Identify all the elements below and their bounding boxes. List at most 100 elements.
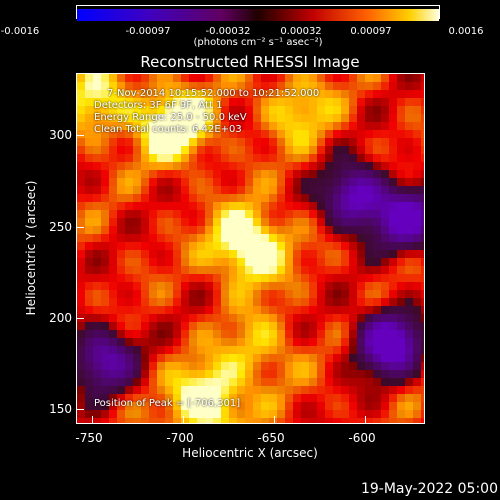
heatmap-cell	[421, 226, 424, 234]
heatmap-cell	[85, 290, 93, 298]
heatmap-cell	[157, 354, 165, 362]
heatmap-cell	[253, 338, 261, 346]
heatmap-cell	[293, 378, 301, 386]
heatmap-cell	[253, 202, 261, 210]
heatmap-cell	[245, 322, 253, 330]
heatmap-cell	[253, 394, 261, 402]
heatmap-cell	[405, 322, 413, 330]
heatmap-cell	[165, 210, 173, 218]
heatmap-cell	[77, 186, 85, 194]
heatmap-cell	[325, 98, 333, 106]
heatmap-cell	[133, 234, 141, 242]
heatmap-cell	[205, 170, 213, 178]
heatmap-cell	[405, 74, 413, 82]
heatmap-cell	[141, 226, 149, 234]
heatmap-cell	[317, 162, 325, 170]
heatmap-cell	[149, 418, 157, 423]
heatmap-cell	[381, 250, 389, 258]
heatmap-cell	[293, 282, 301, 290]
heatmap-cell	[173, 170, 181, 178]
heatmap-cell	[373, 378, 381, 386]
heatmap-cell	[293, 74, 301, 82]
heatmap-cell	[245, 298, 253, 306]
heatmap-cell	[141, 378, 149, 386]
heatmap-cell	[93, 410, 101, 418]
heatmap-cell	[341, 362, 349, 370]
heatmap-cell	[349, 74, 357, 82]
heatmap-cell	[245, 162, 253, 170]
heatmap-cell	[77, 282, 85, 290]
heatmap-cell	[253, 290, 261, 298]
heatmap-cell	[197, 394, 205, 402]
heatmap-cell	[309, 74, 317, 82]
heatmap-cell	[157, 210, 165, 218]
heatmap-cell	[261, 314, 269, 322]
heatmap-cell	[293, 370, 301, 378]
heatmap-cell	[149, 266, 157, 274]
heatmap-cell	[381, 154, 389, 162]
heatmap-cell	[133, 74, 141, 82]
heatmap-cell	[221, 82, 229, 90]
heatmap-cell	[253, 274, 261, 282]
heatmap-cell	[341, 226, 349, 234]
heatmap-cell	[85, 402, 93, 410]
heatmap-cell	[357, 346, 365, 354]
heatmap-cell	[229, 274, 237, 282]
heatmap-cell	[245, 226, 253, 234]
heatmap-cell	[85, 322, 93, 330]
heatmap-cell	[269, 258, 277, 266]
heatmap-cell	[149, 306, 157, 314]
heatmap-cell	[165, 138, 173, 146]
heatmap-cell	[373, 186, 381, 194]
heatmap-cell	[301, 226, 309, 234]
heatmap-cell	[397, 106, 405, 114]
heatmap-cell	[197, 82, 205, 90]
heatmap-cell	[221, 346, 229, 354]
heatmap-cell	[413, 282, 421, 290]
heatmap-cell	[325, 162, 333, 170]
heatmap-cell	[77, 330, 85, 338]
heatmap-cell	[373, 154, 381, 162]
heatmap-cell	[141, 346, 149, 354]
heatmap-cell	[357, 154, 365, 162]
heatmap-cell	[413, 306, 421, 314]
heatmap-cell	[245, 354, 253, 362]
heatmap-cell	[133, 298, 141, 306]
heatmap-cell	[229, 130, 237, 138]
heatmap-cell	[301, 362, 309, 370]
heatmap-cell	[389, 114, 397, 122]
heatmap-cell	[293, 218, 301, 226]
heatmap-image	[77, 74, 424, 423]
heatmap-cell	[141, 250, 149, 258]
heatmap-cell	[213, 338, 221, 346]
heatmap-cell	[357, 362, 365, 370]
heatmap-cell	[381, 378, 389, 386]
heatmap-cell	[213, 354, 221, 362]
heatmap-cell	[117, 146, 125, 154]
heatmap-cell	[125, 226, 133, 234]
heatmap-cell	[197, 170, 205, 178]
heatmap-cell	[269, 154, 277, 162]
heatmap-cell	[93, 178, 101, 186]
heatmap-cell	[125, 402, 133, 410]
heatmap-cell	[261, 250, 269, 258]
heatmap-cell	[261, 266, 269, 274]
heatmap-cell	[277, 234, 285, 242]
heatmap-cell	[357, 234, 365, 242]
heatmap-cell	[77, 306, 85, 314]
heatmap-cell	[229, 170, 237, 178]
heatmap-cell	[333, 106, 341, 114]
heatmap-cell	[309, 82, 317, 90]
heatmap-cell	[293, 418, 301, 423]
heatmap-cell	[237, 98, 245, 106]
heatmap-cell	[117, 282, 125, 290]
heatmap-cell	[261, 178, 269, 186]
heatmap-cell	[365, 114, 373, 122]
heatmap-cell	[365, 338, 373, 346]
heatmap-cell	[301, 290, 309, 298]
heatmap-cell	[405, 138, 413, 146]
heatmap-cell	[341, 162, 349, 170]
heatmap-cell	[109, 162, 117, 170]
heatmap-cell	[93, 394, 101, 402]
heatmap-cell	[293, 98, 301, 106]
